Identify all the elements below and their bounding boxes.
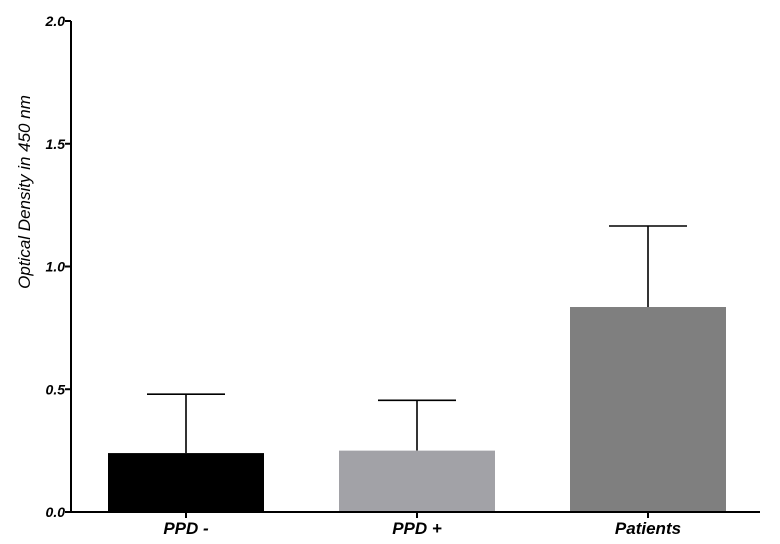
bar-ppd (339, 450, 495, 512)
bar-ppd (108, 453, 264, 512)
x-category-label: PPD - (163, 519, 209, 538)
x-category-label: PPD + (392, 519, 442, 538)
x-category-label: Patients (615, 519, 681, 538)
bar-patients (570, 307, 726, 512)
plot-area: 0.0 0.5 1.0 1.5 2.0 PPD - PPD + Patients (45, 13, 760, 538)
y-tick-label: 0.0 (46, 504, 66, 520)
y-tick-label: 0.5 (46, 381, 66, 397)
y-tick-label: 2.0 (45, 13, 66, 29)
y-tick-label: 1.5 (46, 136, 66, 152)
y-tick-label: 1.0 (46, 259, 66, 275)
y-axis-title: Optical Density in 450 nm (15, 95, 34, 289)
